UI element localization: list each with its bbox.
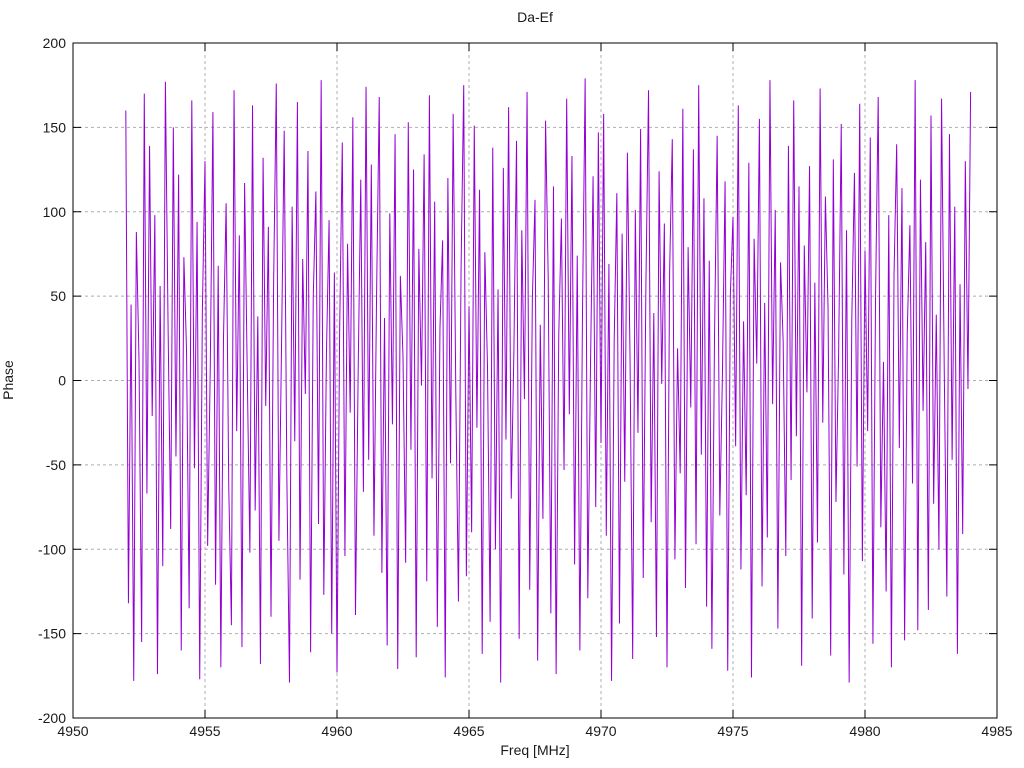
x-axis-label: Freq [MHz] — [500, 742, 570, 758]
y-tick-label: -50 — [46, 457, 66, 473]
x-tick-label: 4955 — [189, 723, 220, 739]
y-tick-label: -100 — [38, 541, 66, 557]
x-tick-label: 4965 — [453, 723, 484, 739]
phase-trace — [125, 78, 972, 683]
chart-title: Da-Ef — [517, 9, 553, 25]
x-tick-label: 4985 — [981, 723, 1012, 739]
y-tick-label: -200 — [38, 710, 66, 726]
y-tick-label: 150 — [43, 119, 67, 135]
x-tick-label: 4950 — [57, 723, 88, 739]
y-tick-label: 0 — [58, 373, 66, 389]
y-axis-label: Phase — [0, 360, 16, 400]
x-tick-label: 4970 — [585, 723, 616, 739]
y-tick-label: 200 — [43, 35, 67, 51]
y-tick-label: 50 — [50, 288, 66, 304]
x-tick-label: 4960 — [321, 723, 352, 739]
x-tick-label: 4975 — [717, 723, 748, 739]
y-tick-label: -150 — [38, 626, 66, 642]
y-tick-label: 100 — [43, 204, 67, 220]
x-tick-label: 4980 — [849, 723, 880, 739]
